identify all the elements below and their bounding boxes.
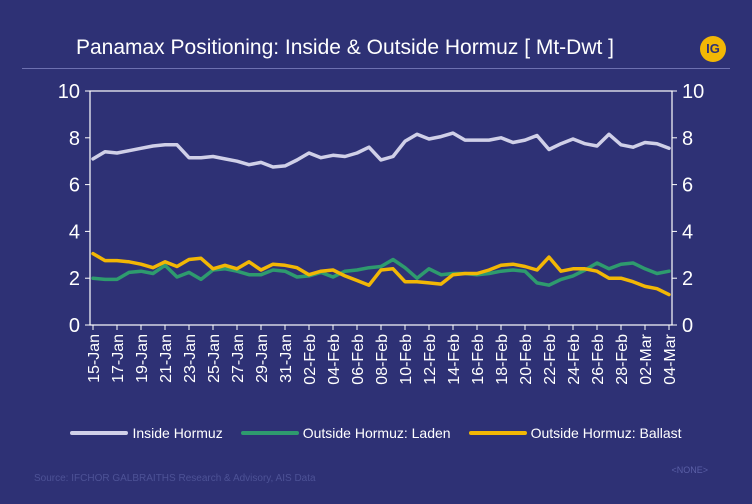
legend-swatch-ballast — [468, 431, 527, 435]
x-tick-label: 17-Jan — [110, 334, 127, 383]
x-tick-label: 12-Feb — [422, 334, 439, 385]
ig-logo-icon: IG — [700, 36, 726, 62]
legend-item-laden: Outside Hormuz: Laden — [240, 425, 451, 441]
x-tick-label: 19-Jan — [134, 334, 151, 383]
y-tick-label-right: 6 — [682, 175, 693, 197]
x-tick-label: 27-Jan — [230, 334, 247, 383]
x-tick-label: 08-Feb — [374, 334, 391, 385]
y-tick-label-left: 2 — [69, 268, 80, 290]
plot-frame — [89, 90, 673, 326]
series-line-0 — [91, 131, 671, 169]
chart-legend: Inside Hormuz Outside Hormuz: Laden Outs… — [0, 425, 752, 441]
y-tick-label-right: 4 — [682, 221, 693, 243]
y-tick-label-left: 8 — [69, 128, 80, 150]
x-tick-label: 22-Feb — [542, 334, 559, 385]
x-tick-label: 04-Feb — [326, 334, 343, 385]
x-tick-label: 21-Jan — [158, 334, 175, 383]
x-tick-label: 04-Mar — [662, 333, 679, 384]
series-line-2 — [91, 251, 671, 297]
y-tick-label-right: 0 — [682, 315, 693, 337]
x-tick-label: 10-Feb — [398, 334, 415, 385]
source-note: Source: IFCHOR GALBRAITHS Research & Adv… — [34, 473, 316, 484]
x-tick-label: 06-Feb — [350, 334, 367, 385]
x-tick-label: 23-Jan — [182, 334, 199, 383]
x-tick-label: 26-Feb — [590, 334, 607, 385]
title-divider — [22, 68, 730, 69]
y-tick-label-right: 2 — [682, 268, 693, 290]
x-tick-label: 02-Feb — [302, 334, 319, 385]
y-tick-label-right: 8 — [682, 128, 693, 150]
footer-tag: <NONE> — [671, 465, 708, 475]
x-tick-label: 02-Mar — [638, 333, 655, 384]
legend-label-ballast: Outside Hormuz: Ballast — [530, 425, 682, 441]
x-tick-label: 25-Jan — [206, 334, 223, 383]
legend-label-laden: Outside Hormuz: Laden — [302, 425, 451, 441]
y-tick-label-left: 0 — [69, 315, 80, 337]
y-tick-label-right: 10 — [682, 81, 704, 103]
legend-swatch-laden — [240, 431, 299, 435]
x-tick-label: 18-Feb — [494, 334, 511, 385]
legend-item-ballast: Outside Hormuz: Ballast — [468, 425, 682, 441]
x-tick-label: 15-Jan — [86, 334, 103, 383]
y-tick-label-left: 6 — [69, 175, 80, 197]
y-tick-label-left: 10 — [58, 81, 80, 103]
legend-label-inside: Inside Hormuz — [132, 425, 223, 441]
y-tick-label-left: 4 — [69, 221, 80, 243]
chart-title: Panamax Positioning: Inside & Outside Ho… — [75, 36, 615, 59]
legend-item-inside: Inside Hormuz — [70, 425, 223, 441]
x-tick-label: 29-Jan — [254, 334, 271, 383]
x-tick-label: 16-Feb — [470, 334, 487, 385]
x-tick-label: 31-Jan — [278, 334, 295, 383]
x-tick-label: 14-Feb — [446, 334, 463, 385]
x-tick-label: 28-Feb — [614, 334, 631, 385]
series-line-1 — [91, 257, 671, 287]
legend-swatch-inside — [70, 431, 129, 435]
x-tick-label: 20-Feb — [518, 334, 535, 385]
x-tick-label: 24-Feb — [566, 334, 583, 385]
